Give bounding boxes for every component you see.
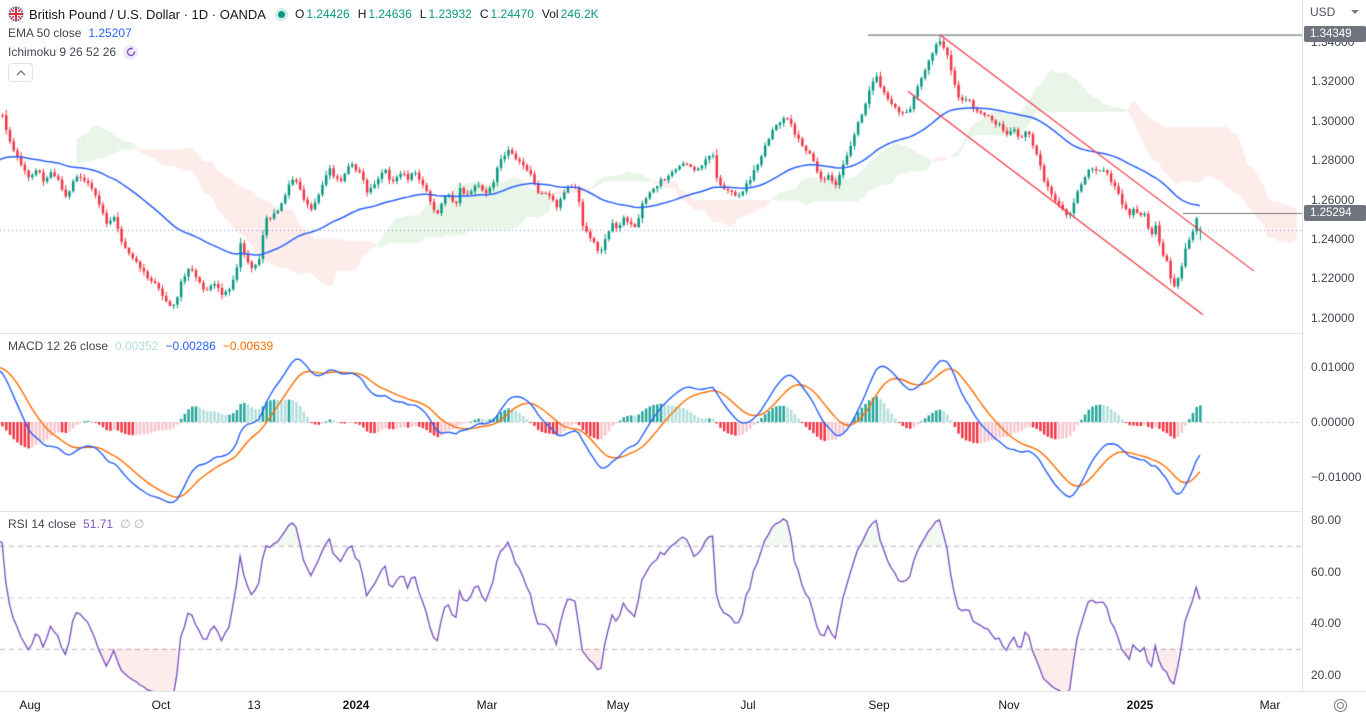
volume-value: 246.2K xyxy=(560,7,599,21)
ohlc-open: 1.24426 xyxy=(306,7,350,21)
rsi-axis-label: 20.00 xyxy=(1311,667,1342,682)
chevron-down-icon xyxy=(1351,10,1360,14)
time-axis[interactable]: Aug Oct 13 2024 Mar May Jul Sep Nov 2025 Mar xyxy=(0,691,1366,719)
ichimoku-legend-row: Ichimoku 9 26 52 26 xyxy=(8,43,599,61)
macd-axis-label: −0.01000 xyxy=(1311,470,1362,484)
macd-signal-value: −0.00639 xyxy=(222,339,274,353)
clock-icon[interactable] xyxy=(1334,699,1347,712)
rsi-legend-label[interactable]: RSI 14 close xyxy=(8,517,77,531)
ichimoku-loading-icon xyxy=(123,44,139,60)
time-axis-label: Nov xyxy=(998,698,1020,712)
market-status-icon[interactable] xyxy=(277,10,285,18)
macd-axis-label: 0.01000 xyxy=(1311,360,1355,374)
pane-resize-handle[interactable] xyxy=(0,511,1366,512)
time-axis-label: Oct xyxy=(151,698,171,712)
macd-axis-label: 0.00000 xyxy=(1311,415,1355,429)
rsi-disabled-indicators: ∅ ∅ xyxy=(120,517,145,531)
price-axis-label: 1.32000 xyxy=(1311,74,1355,89)
legend-collapse-button[interactable] xyxy=(8,63,33,82)
ema-legend-label[interactable]: EMA 50 close xyxy=(8,26,82,40)
macd-line-value: −0.00286 xyxy=(165,339,216,353)
legend: British Pound / U.S. Dollar · 1D · OANDA… xyxy=(8,5,599,82)
price-axis-label: 1.22000 xyxy=(1311,271,1355,286)
time-axis-label: Mar xyxy=(1259,698,1281,712)
ohlc-high: 1.24636 xyxy=(368,7,412,21)
ichimoku-legend-label[interactable]: Ichimoku 9 26 52 26 xyxy=(8,45,117,59)
price-axis[interactable]: USD 1.340001.320001.300001.280001.260001… xyxy=(1302,0,1366,691)
price-axis-label: 1.28000 xyxy=(1311,153,1355,168)
time-axis-label: Sep xyxy=(868,698,890,712)
price-line-badge: 1.34349 xyxy=(1304,26,1366,43)
time-axis-label: Aug xyxy=(19,698,41,712)
ohlc-label: C xyxy=(479,7,489,21)
ohlc-label: H xyxy=(357,7,367,21)
currency-selector[interactable]: USD xyxy=(1310,5,1360,19)
ohlc-close: 1.24470 xyxy=(490,7,534,21)
macd-hist-value: 0.00352 xyxy=(115,339,159,353)
time-axis-label: May xyxy=(606,698,630,712)
ema-legend-value: 1.25207 xyxy=(88,26,132,40)
rsi-legend-value: 51.71 xyxy=(83,517,114,531)
time-axis-label: Jul xyxy=(740,698,756,712)
rsi-axis-label: 80.00 xyxy=(1311,513,1342,527)
ema-legend-row: EMA 50 close 1.25207 xyxy=(8,24,599,42)
time-axis-label: 13 xyxy=(247,698,261,712)
ohlc-label: L xyxy=(419,7,427,21)
symbol-row: British Pound / U.S. Dollar · 1D · OANDA… xyxy=(8,5,599,23)
macd-legend-row: MACD 12 26 close 0.00352 −0.00286 −0.006… xyxy=(8,339,273,353)
pane-resize-handle[interactable] xyxy=(0,333,1366,334)
symbol-title[interactable]: British Pound / U.S. Dollar · 1D · OANDA xyxy=(29,6,266,22)
macd-legend-label[interactable]: MACD 12 26 close xyxy=(8,339,109,353)
ohlc-readout: O 1.24426 H 1.24636 L 1.23932 C 1.24470 Vol 2… xyxy=(295,7,599,21)
time-axis-label: 2025 xyxy=(1126,698,1154,712)
price-axis-label: 1.30000 xyxy=(1311,113,1355,128)
price-line-badge: 1.25294 xyxy=(1304,204,1366,221)
symbol-flag-icon xyxy=(8,6,24,22)
price-axis-label: 1.26000 xyxy=(1311,192,1355,207)
rsi-axis-label: 40.00 xyxy=(1311,616,1342,631)
price-axis-label: 1.20000 xyxy=(1311,310,1355,325)
rsi-legend-row: RSI 14 close 51.71 ∅ ∅ xyxy=(8,517,144,531)
volume-label: Vol xyxy=(541,7,559,21)
currency-label: USD xyxy=(1310,5,1336,19)
time-axis-label: 2024 xyxy=(342,698,370,712)
ohlc-label: O xyxy=(294,7,305,21)
ohlc-low: 1.23932 xyxy=(428,7,472,21)
rsi-axis-label: 60.00 xyxy=(1311,564,1342,579)
price-axis-label: 1.24000 xyxy=(1311,232,1355,246)
time-axis-label: Mar xyxy=(476,698,498,712)
